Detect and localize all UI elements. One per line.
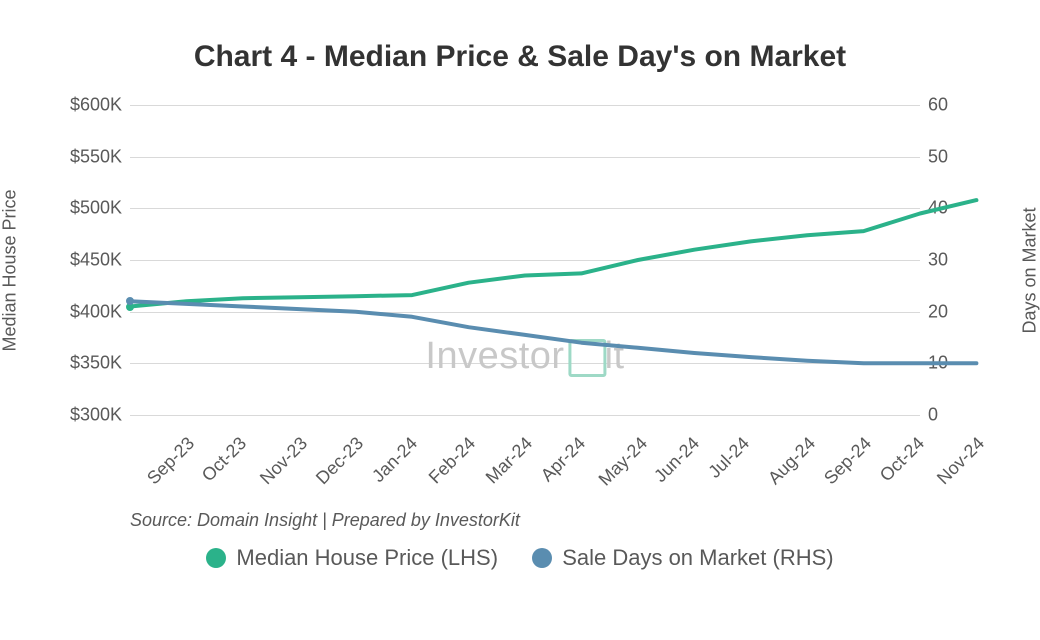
y-left-tick-label: $450K xyxy=(52,250,122,271)
x-tick-label: Sep-23 xyxy=(143,433,199,489)
y-right-tick-label: 50 xyxy=(928,146,968,167)
chart-lines-svg xyxy=(130,105,920,415)
gridline xyxy=(130,415,920,416)
y-right-tick-label: 0 xyxy=(928,405,968,426)
y-left-tick-label: $600K xyxy=(52,95,122,116)
y-left-tick-label: $400K xyxy=(52,301,122,322)
x-tick-label: Feb-24 xyxy=(425,433,480,488)
chart-title: Chart 4 - Median Price & Sale Day's on M… xyxy=(0,40,1040,74)
x-tick-label: Sep-24 xyxy=(820,433,876,489)
y-left-tick-label: $550K xyxy=(52,146,122,167)
x-tick-label: Apr-24 xyxy=(537,433,590,486)
x-tick-label: Dec-23 xyxy=(312,433,368,489)
source-line: Source: Domain Insight | Prepared by Inv… xyxy=(130,510,520,531)
legend-label-1: Sale Days on Market (RHS) xyxy=(562,545,833,571)
y-left-tick-label: $300K xyxy=(52,405,122,426)
x-tick-label: Jun-24 xyxy=(650,433,704,487)
x-tick-label: Nov-24 xyxy=(933,433,989,489)
legend-swatch-0 xyxy=(206,548,226,568)
y-right-tick-label: 20 xyxy=(928,301,968,322)
legend-item-0: Median House Price (LHS) xyxy=(206,545,498,571)
y-left-tick-label: $500K xyxy=(52,198,122,219)
legend-label-0: Median House Price (LHS) xyxy=(236,545,498,571)
y-right-tick-label: 60 xyxy=(928,95,968,116)
legend-item-1: Sale Days on Market (RHS) xyxy=(532,545,833,571)
legend-swatch-1 xyxy=(532,548,552,568)
x-tick-label: Oct-24 xyxy=(875,433,928,486)
x-tick-label: Aug-24 xyxy=(764,433,820,489)
plot-area: Investor it xyxy=(130,105,920,415)
y-right-tick-label: 30 xyxy=(928,250,968,271)
x-tick-label: Jan-24 xyxy=(368,433,422,487)
series-line xyxy=(130,301,976,363)
x-tick-label: Nov-23 xyxy=(256,433,312,489)
series-line xyxy=(130,200,976,306)
legend: Median House Price (LHS) Sale Days on Ma… xyxy=(0,545,1040,574)
chart-container: Chart 4 - Median Price & Sale Day's on M… xyxy=(0,0,1040,640)
x-tick-label: Jul-24 xyxy=(705,433,755,483)
x-tick-label: Oct-23 xyxy=(198,433,251,486)
y-left-tick-label: $350K xyxy=(52,353,122,374)
x-tick-label: Mar-24 xyxy=(481,433,536,488)
series-start-dot xyxy=(126,297,134,305)
x-tick-label: May-24 xyxy=(595,433,652,490)
